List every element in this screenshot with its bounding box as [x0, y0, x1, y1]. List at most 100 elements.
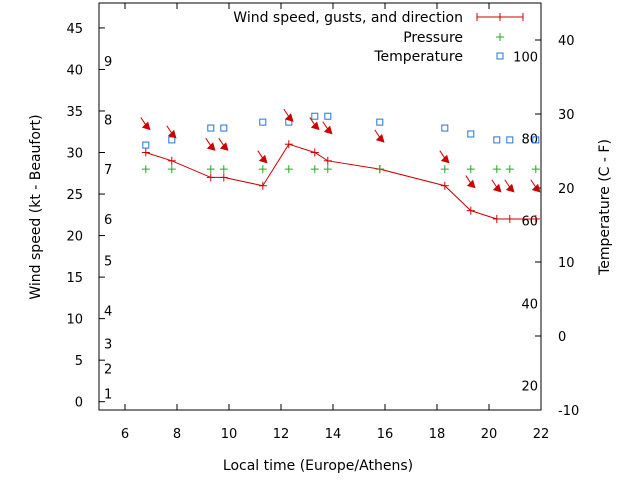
beaufort-label: 8	[104, 113, 112, 128]
temperature-point	[220, 124, 228, 132]
temperature-point	[259, 118, 267, 126]
temperature-point	[207, 124, 215, 132]
arrow-head	[206, 142, 216, 151]
wind-speed-point	[141, 148, 150, 157]
wind-speed-point	[323, 156, 332, 165]
pressure-point	[505, 165, 514, 174]
temperature-point	[168, 136, 176, 144]
wind-speed-point	[167, 156, 176, 165]
beaufort-label: 5	[104, 254, 112, 269]
temperature-point	[493, 136, 501, 144]
legend-swatch-pressure	[496, 33, 504, 41]
pressure-point	[323, 165, 332, 174]
arrow-head	[258, 154, 268, 164]
wind-speed-point	[531, 214, 540, 223]
temperature-point	[324, 112, 332, 120]
y-tick-label: 45	[66, 22, 83, 37]
y-tick-label: 30	[66, 147, 83, 162]
arrow-head	[505, 183, 515, 193]
fahrenheit-label: 100	[513, 50, 538, 65]
pressure-point	[258, 165, 267, 174]
wind-direction-arrow	[322, 121, 333, 135]
legend-swatch-temperature	[496, 52, 504, 60]
x-tick-label: 20	[481, 427, 498, 442]
beaufort-label: 3	[104, 338, 112, 353]
x-tick-label: 10	[221, 427, 238, 442]
beaufort-label: 1	[104, 387, 112, 402]
wind-speed-point	[492, 214, 501, 223]
y2-tick-label: -10	[558, 404, 579, 419]
y-tick-label: 15	[66, 271, 83, 286]
beaufort-label: 9	[104, 55, 112, 70]
x-tick-label: 14	[325, 427, 342, 442]
temperature-point	[506, 136, 514, 144]
y-tick-label: 10	[66, 313, 83, 328]
x-tick-label: 6	[121, 427, 129, 442]
wind-direction-arrow	[439, 150, 450, 164]
wind-speed-point	[258, 181, 267, 190]
pressure-point	[466, 165, 475, 174]
arrow-head	[323, 125, 333, 135]
arrow-head	[219, 142, 229, 151]
wind-direction-arrow	[504, 179, 515, 193]
beaufort-label: 4	[104, 304, 112, 319]
temperature-point	[532, 136, 540, 144]
wind-direction-arrow	[530, 179, 541, 193]
wind-direction-arrow	[257, 150, 268, 164]
legend-swatch-wind-point	[496, 13, 504, 21]
y2-tick-label: 0	[558, 330, 566, 345]
temperature-point	[376, 118, 384, 126]
legend-label: Temperature	[373, 49, 463, 65]
y-tick-label: 40	[66, 63, 83, 78]
wind-speed-line	[145, 143, 536, 220]
wind-speed-point	[206, 173, 215, 182]
beaufort-label: 7	[104, 163, 112, 178]
x-tick-label: 16	[377, 427, 394, 442]
plot-frame	[98, 2, 542, 411]
wind-speed-point	[505, 214, 514, 223]
y2-tick-label: 20	[558, 182, 575, 197]
pressure-point	[141, 165, 150, 174]
x-tick-label: 12	[273, 427, 290, 442]
fahrenheit-label: 20	[521, 380, 538, 395]
pressure-point	[219, 165, 228, 174]
y-tick-label: 0	[75, 396, 83, 411]
temperature-point	[142, 141, 150, 149]
y2-tick-label: 10	[558, 256, 575, 271]
arrow-head	[375, 133, 385, 143]
y2-axis-label: Temperature (C - F)	[597, 139, 613, 276]
arrow-head	[492, 183, 502, 193]
wind-direction-arrow	[218, 137, 229, 151]
pressure-point	[375, 165, 384, 174]
arrow-head	[531, 183, 541, 193]
arrow-head	[141, 121, 151, 131]
arrow-head	[167, 129, 177, 139]
pressure-point	[440, 165, 449, 174]
arrow-head	[466, 179, 476, 189]
pressure-point	[531, 165, 540, 174]
legend-label: Pressure	[403, 30, 463, 46]
wind-direction-arrow	[491, 179, 502, 193]
y-tick-label: 5	[75, 354, 83, 369]
wind-direction-arrow	[166, 125, 177, 139]
beaufort-label: 2	[104, 362, 112, 377]
fahrenheit-label: 80	[521, 132, 538, 147]
pressure-point	[284, 165, 293, 174]
y-tick-label: 25	[66, 188, 83, 203]
legend-label: Wind speed, gusts, and direction	[233, 10, 463, 26]
beaufort-label: 6	[104, 213, 112, 228]
wind-speed-point	[284, 140, 293, 149]
wind-direction-arrow	[465, 175, 476, 189]
wind-direction-arrow	[140, 117, 151, 131]
x-axis-label: Local time (Europe/Athens)	[223, 458, 413, 474]
arrow-head	[440, 154, 450, 164]
pressure-point	[492, 165, 501, 174]
pressure-point	[206, 165, 215, 174]
fahrenheit-label: 60	[521, 215, 538, 230]
wind-direction-arrow	[283, 108, 294, 122]
temperature-point	[311, 112, 319, 120]
x-tick-label: 22	[533, 427, 550, 442]
arrow-head	[310, 121, 320, 131]
x-tick-label: 8	[173, 427, 181, 442]
